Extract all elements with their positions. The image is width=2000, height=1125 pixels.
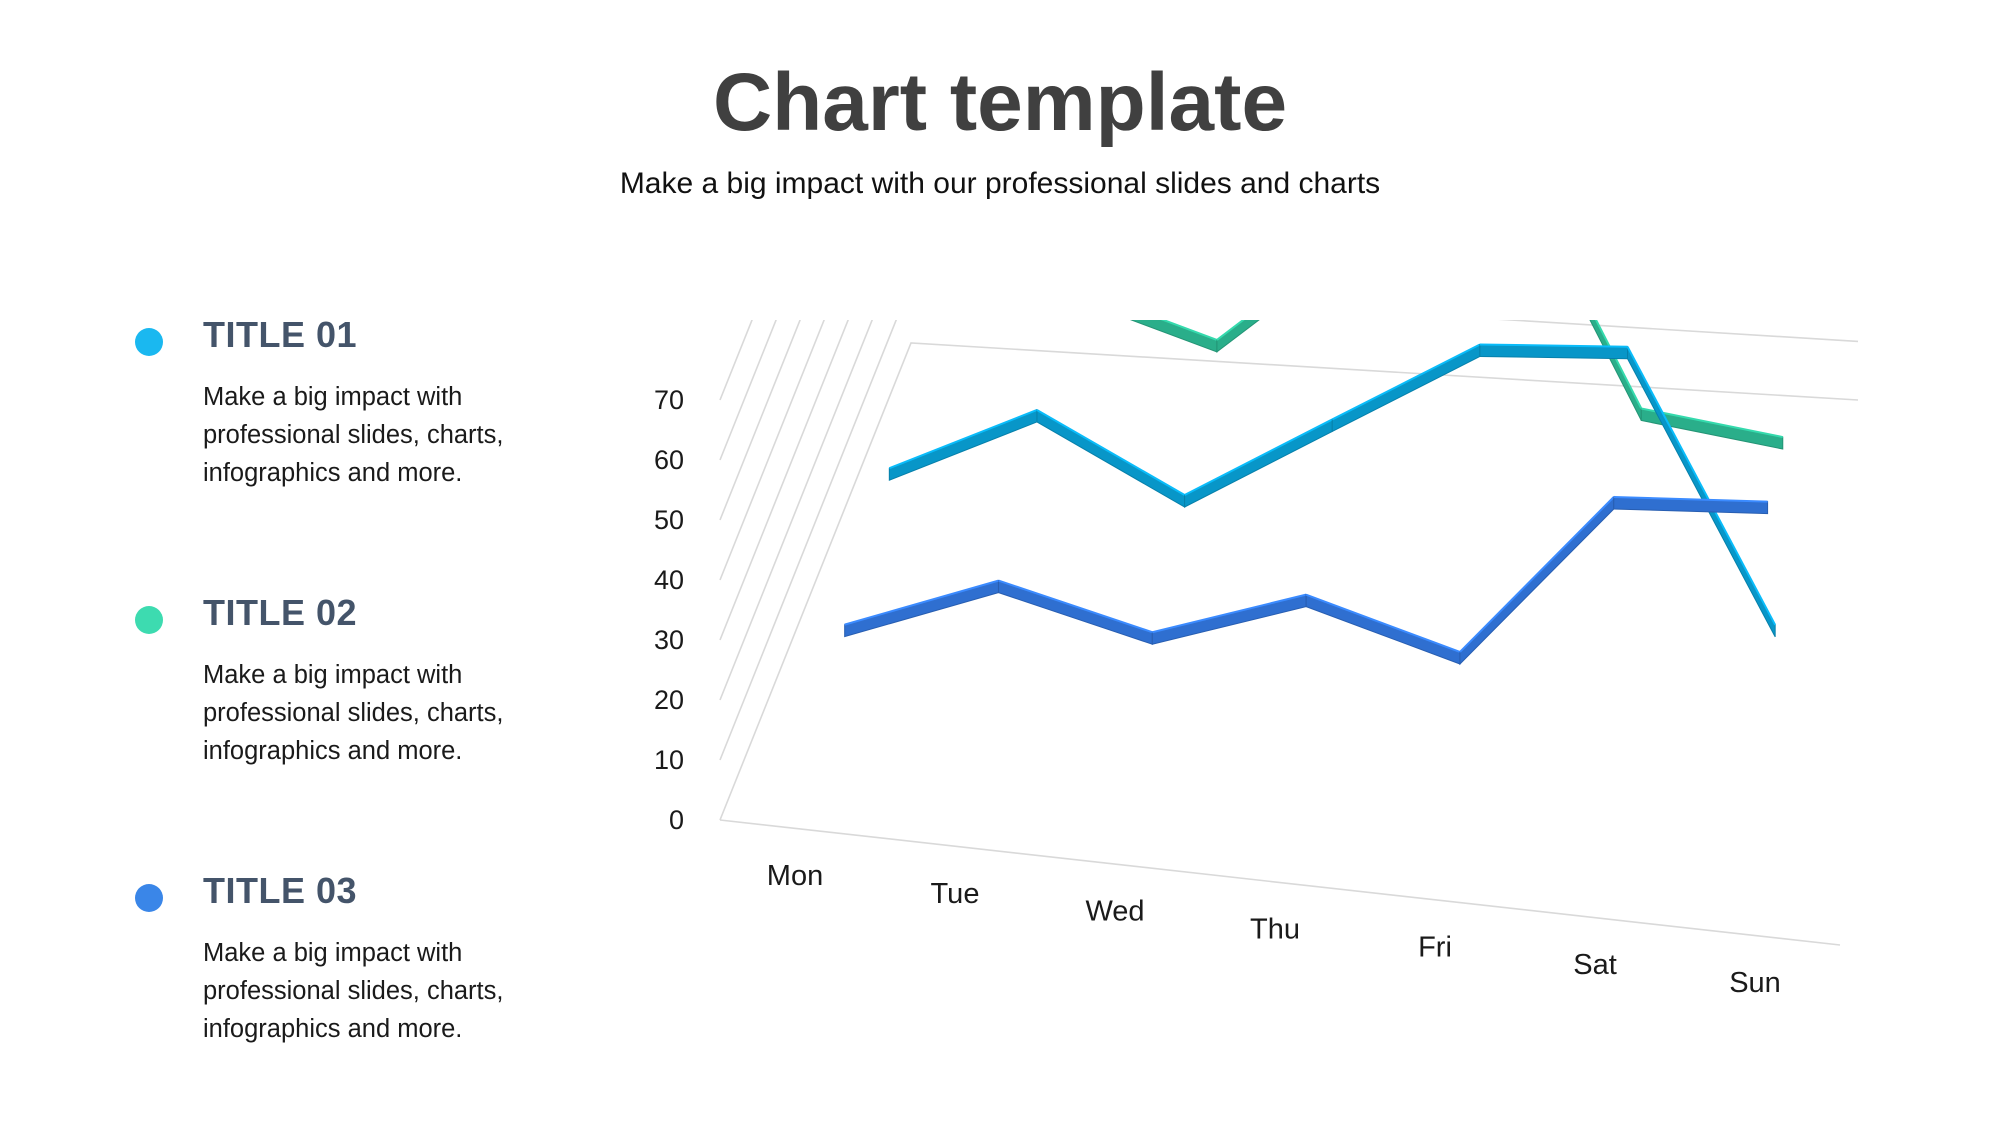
series-highlight xyxy=(1641,407,1783,439)
series-highlight xyxy=(1331,343,1481,421)
series-highlight xyxy=(1479,343,1628,348)
series-highlight xyxy=(844,579,999,626)
gridline xyxy=(719,342,1859,821)
line-chart: 0 10 20 30 40 50 60 70 Mon Tue Wed Thu Fri Sat Sun xyxy=(654,320,1859,999)
bullet-dot-icon xyxy=(135,606,163,634)
y-tick-label: 50 xyxy=(654,505,684,535)
info-item-title: TITLE 03 xyxy=(203,870,358,911)
series-highlight xyxy=(1613,495,1768,503)
y-tick-label: 40 xyxy=(654,565,684,595)
gridline xyxy=(719,320,1859,761)
bullet-dot-icon xyxy=(135,328,163,356)
page-title: Chart template xyxy=(712,57,1288,148)
series-segment xyxy=(888,409,1038,481)
x-tick-label: Tue xyxy=(931,878,980,910)
series-segment xyxy=(1216,320,1260,353)
page-subtitle: Make a big impact with our professional … xyxy=(619,167,1381,200)
info-item-text: Make a big impact with professional slid… xyxy=(203,939,504,1043)
series-highlight xyxy=(998,579,1153,634)
series-highlight xyxy=(1626,346,1777,626)
y-tick-label: 60 xyxy=(654,445,684,475)
floor-edge xyxy=(719,819,1841,946)
series-highlight xyxy=(1305,593,1461,653)
series-segment xyxy=(1036,409,1186,508)
gridline xyxy=(719,320,849,641)
series-segment xyxy=(1184,418,1333,508)
series-highlight xyxy=(1152,593,1307,634)
y-tick-label: 70 xyxy=(654,385,684,415)
series-segment xyxy=(1459,495,1615,666)
y-tick-label: 10 xyxy=(654,745,684,775)
series-segment xyxy=(997,579,1153,645)
series-highlight xyxy=(1216,320,1245,341)
series-highlight xyxy=(1459,496,1615,653)
series-highlight xyxy=(888,409,1038,470)
gridline xyxy=(719,320,825,581)
y-tick-label: 30 xyxy=(654,625,684,655)
x-tick-label: Wed xyxy=(1085,896,1144,928)
series-segment xyxy=(1130,320,1218,353)
series-highlight xyxy=(1160,320,1218,341)
series-highlight xyxy=(1036,409,1186,496)
info-item-title: TITLE 02 xyxy=(203,592,358,633)
info-item-text: Make a big impact with professional slid… xyxy=(203,383,504,487)
series-highlight xyxy=(1594,320,1643,409)
bullet-dot-icon xyxy=(135,884,163,912)
gridline xyxy=(719,320,801,521)
x-tick-label: Fri xyxy=(1418,931,1452,963)
series-segment xyxy=(1331,343,1481,433)
series-highlight xyxy=(1184,418,1333,496)
y-tick-label: 0 xyxy=(669,805,684,835)
x-tick-label: Thu xyxy=(1250,914,1300,946)
series-segment xyxy=(1305,593,1461,665)
info-item-text: Make a big impact with professional slid… xyxy=(203,661,504,765)
series-segment xyxy=(1589,320,1642,421)
info-item-title: TITLE 01 xyxy=(203,314,358,355)
gridline xyxy=(719,320,874,701)
y-tick-label: 20 xyxy=(654,685,684,715)
x-tick-label: Mon xyxy=(767,860,823,892)
series-segment xyxy=(1151,594,1307,645)
x-tick-label: Sat xyxy=(1573,949,1617,981)
x-tick-label: Sun xyxy=(1729,967,1781,999)
series-segment xyxy=(844,579,999,638)
